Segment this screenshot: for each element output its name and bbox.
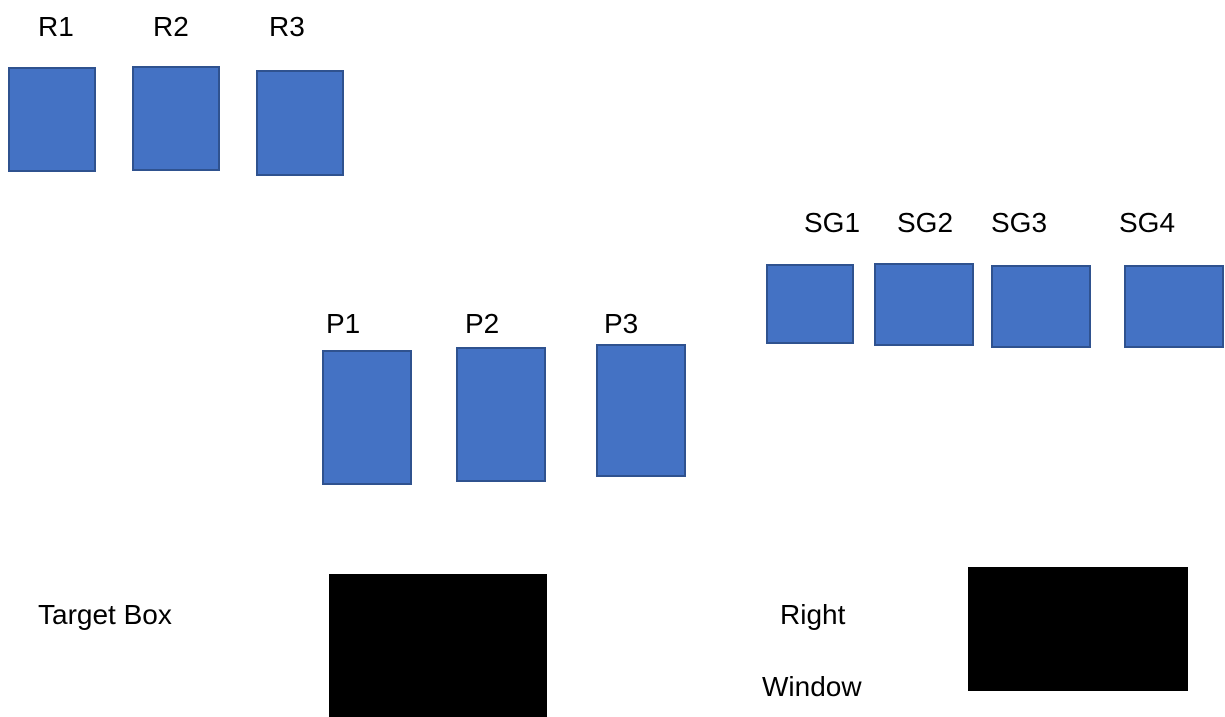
label-r3: R3 (269, 11, 305, 42)
box-p2 (456, 347, 546, 482)
target-box-label: Target Box (38, 599, 172, 630)
label-r2: R2 (153, 11, 189, 42)
box-sg2 (874, 263, 974, 346)
box-p3 (596, 344, 686, 477)
box-r3 (256, 70, 344, 176)
target-box (329, 574, 547, 717)
box-sg3 (991, 265, 1091, 348)
box-r2 (132, 66, 220, 171)
box-sg1 (766, 264, 854, 344)
right-window-box (968, 567, 1188, 691)
label-sg1: SG1 (804, 207, 861, 238)
box-r1 (8, 67, 96, 172)
label-p1: P1 (326, 308, 361, 339)
box-p1 (322, 350, 412, 485)
label-sg4: SG4 (1119, 207, 1176, 238)
label-p3: P3 (604, 308, 639, 339)
label-sg2: SG2 (897, 207, 954, 238)
label-r1: R1 (38, 11, 74, 42)
right-window-label-line2: Window (762, 671, 862, 702)
box-sg4 (1124, 265, 1224, 348)
label-p2: P2 (465, 308, 500, 339)
label-sg3: SG3 (991, 207, 1048, 238)
right-window-label-line1: Right (780, 599, 846, 630)
